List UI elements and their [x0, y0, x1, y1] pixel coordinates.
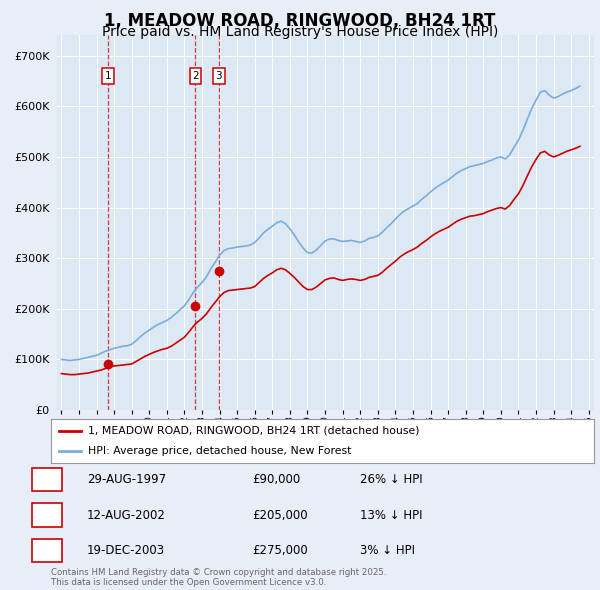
Text: 3% ↓ HPI: 3% ↓ HPI: [360, 544, 415, 557]
Text: 13% ↓ HPI: 13% ↓ HPI: [360, 509, 422, 522]
Text: 1: 1: [105, 71, 112, 81]
Text: 2: 2: [43, 509, 50, 522]
Text: Contains HM Land Registry data © Crown copyright and database right 2025.
This d: Contains HM Land Registry data © Crown c…: [51, 568, 386, 587]
Text: 26% ↓ HPI: 26% ↓ HPI: [360, 473, 422, 486]
Text: 12-AUG-2002: 12-AUG-2002: [87, 509, 166, 522]
Text: 1: 1: [43, 473, 50, 486]
Text: £90,000: £90,000: [252, 473, 300, 486]
Text: £275,000: £275,000: [252, 544, 308, 557]
Text: HPI: Average price, detached house, New Forest: HPI: Average price, detached house, New …: [88, 446, 351, 456]
Text: 3: 3: [43, 544, 50, 557]
Text: 1, MEADOW ROAD, RINGWOOD, BH24 1RT: 1, MEADOW ROAD, RINGWOOD, BH24 1RT: [104, 12, 496, 30]
Text: Price paid vs. HM Land Registry's House Price Index (HPI): Price paid vs. HM Land Registry's House …: [102, 25, 498, 39]
Text: 29-AUG-1997: 29-AUG-1997: [87, 473, 166, 486]
Text: 1, MEADOW ROAD, RINGWOOD, BH24 1RT (detached house): 1, MEADOW ROAD, RINGWOOD, BH24 1RT (deta…: [88, 426, 419, 436]
Text: 19-DEC-2003: 19-DEC-2003: [87, 544, 165, 557]
Text: 3: 3: [215, 71, 222, 81]
Text: £205,000: £205,000: [252, 509, 308, 522]
Text: 2: 2: [192, 71, 199, 81]
